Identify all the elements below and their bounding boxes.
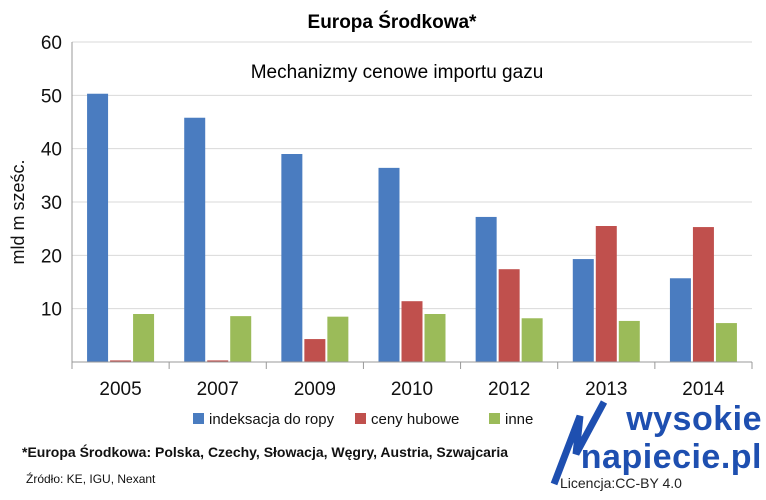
bar-indeksacja-do-ropy — [572, 259, 594, 362]
bar-indeksacja-do-ropy — [669, 278, 691, 362]
footnote: *Europa Środkowa: Polska, Czechy, Słowac… — [22, 444, 509, 460]
bar-indeksacja-do-ropy — [184, 117, 206, 362]
bar-ceny-hubowe — [401, 301, 423, 362]
x-tick-label: 2012 — [488, 379, 530, 400]
bar-indeksacja-do-ropy — [281, 154, 303, 362]
legend-label: ceny hubowe — [371, 411, 459, 428]
bar-ceny-hubowe — [110, 360, 132, 362]
bar-ceny-hubowe — [595, 226, 617, 362]
x-tick-label: 2014 — [682, 379, 725, 400]
bar-indeksacja-do-ropy — [378, 167, 400, 362]
chart-subtitle: Mechanizmy cenowe importu gazu — [251, 62, 544, 83]
lightning-bolt-icon — [550, 400, 608, 486]
y-tick-label: 40 — [41, 140, 62, 161]
x-tick-label: 2007 — [197, 379, 239, 400]
bar-inne — [715, 323, 737, 362]
x-tick-label: 2010 — [391, 379, 433, 400]
bar-ceny-hubowe — [498, 269, 520, 362]
x-tick-label: 2013 — [585, 379, 627, 400]
bar-inne — [327, 316, 349, 362]
legend-label: inne — [505, 411, 533, 428]
bar-inne — [424, 314, 446, 362]
legend-swatch — [355, 413, 366, 424]
bars — [87, 93, 737, 362]
bar-ceny-hubowe — [692, 227, 714, 362]
legend-label: indeksacja do ropy — [209, 411, 335, 428]
bar-inne — [618, 320, 640, 362]
bar-inne — [133, 314, 155, 362]
site-logo: wysokie napiecie.pl — [550, 398, 762, 492]
bar-indeksacja-do-ropy — [475, 216, 497, 362]
y-tick-label: 60 — [41, 33, 62, 54]
x-tick-label: 2009 — [294, 379, 336, 400]
legend: indeksacja do ropy ceny hubowe inne — [193, 411, 533, 428]
bar-ceny-hubowe — [304, 339, 326, 362]
y-tick-label: 10 — [41, 300, 62, 321]
bar-inne — [230, 316, 252, 362]
y-axis-label: mld m sześc. — [8, 159, 28, 264]
legend-swatch — [193, 413, 204, 424]
bar-ceny-hubowe — [207, 360, 229, 362]
legend-swatch — [489, 413, 500, 424]
logo-line1: wysokie — [626, 400, 762, 438]
logo-line2: napiecie.pl — [580, 438, 762, 476]
x-tick-label: 2005 — [99, 379, 141, 400]
bar-indeksacja-do-ropy — [87, 93, 109, 362]
y-tick-label: 50 — [41, 86, 62, 107]
source-note: Źródło: KE, IGU, Nexant — [26, 472, 156, 486]
license-text: Licencja:CC-BY 4.0 — [560, 475, 682, 491]
y-tick-label: 30 — [41, 193, 62, 214]
y-tick-label: 20 — [41, 246, 62, 267]
chart-title: Europa Środkowa* — [308, 11, 478, 33]
bar-inne — [521, 318, 543, 362]
